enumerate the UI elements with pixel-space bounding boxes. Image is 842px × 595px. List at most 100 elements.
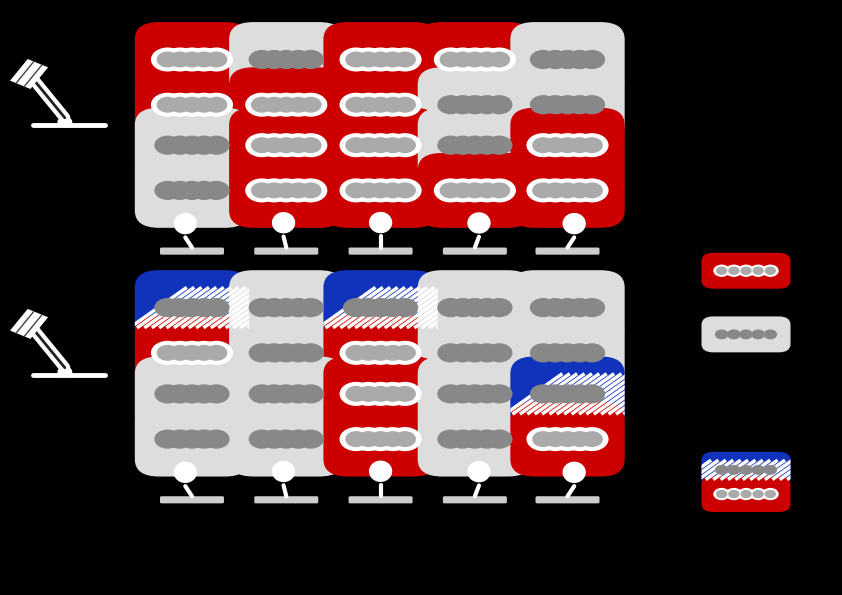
Circle shape (382, 138, 403, 152)
Circle shape (382, 432, 403, 446)
FancyBboxPatch shape (510, 402, 625, 477)
Circle shape (376, 428, 408, 450)
FancyBboxPatch shape (229, 270, 344, 345)
Circle shape (533, 183, 553, 198)
Circle shape (346, 346, 366, 360)
Circle shape (582, 183, 602, 198)
Circle shape (182, 52, 202, 67)
Circle shape (264, 183, 285, 198)
Circle shape (545, 138, 566, 152)
Circle shape (487, 344, 512, 362)
FancyBboxPatch shape (254, 496, 318, 503)
Circle shape (530, 344, 556, 362)
Circle shape (370, 432, 391, 446)
Circle shape (301, 138, 321, 152)
Circle shape (765, 465, 776, 474)
Circle shape (274, 51, 299, 68)
Circle shape (438, 299, 463, 317)
Circle shape (58, 367, 72, 377)
Circle shape (483, 179, 515, 202)
Circle shape (370, 387, 391, 401)
Circle shape (262, 299, 287, 317)
Circle shape (340, 428, 372, 450)
Circle shape (340, 134, 372, 156)
Circle shape (179, 299, 205, 317)
Circle shape (450, 136, 476, 154)
FancyBboxPatch shape (135, 270, 249, 345)
Circle shape (389, 93, 421, 116)
Circle shape (389, 342, 421, 364)
Circle shape (438, 96, 463, 114)
Circle shape (179, 385, 205, 403)
Circle shape (487, 385, 512, 403)
Circle shape (376, 134, 408, 156)
Circle shape (274, 385, 299, 403)
FancyBboxPatch shape (510, 22, 625, 97)
Circle shape (376, 342, 408, 364)
Circle shape (301, 98, 321, 112)
Circle shape (438, 430, 463, 448)
Circle shape (740, 330, 752, 339)
Circle shape (288, 183, 309, 198)
Circle shape (157, 52, 178, 67)
Circle shape (282, 93, 314, 116)
Circle shape (353, 179, 385, 202)
Circle shape (382, 387, 403, 401)
Circle shape (389, 179, 421, 202)
Circle shape (543, 96, 568, 114)
Circle shape (157, 346, 178, 360)
Circle shape (474, 96, 499, 114)
Circle shape (582, 432, 602, 446)
Circle shape (487, 430, 512, 448)
Circle shape (200, 93, 232, 116)
Circle shape (552, 428, 584, 450)
Circle shape (365, 428, 397, 450)
Circle shape (483, 48, 515, 71)
Circle shape (365, 383, 397, 405)
Circle shape (191, 181, 216, 199)
FancyBboxPatch shape (323, 402, 438, 477)
Circle shape (555, 385, 580, 403)
Circle shape (717, 490, 727, 497)
Circle shape (358, 387, 379, 401)
Circle shape (462, 385, 488, 403)
Circle shape (353, 342, 385, 364)
Circle shape (752, 330, 765, 339)
Circle shape (204, 430, 229, 448)
Circle shape (365, 134, 397, 156)
Circle shape (155, 299, 180, 317)
Circle shape (462, 96, 488, 114)
Circle shape (262, 430, 287, 448)
Circle shape (450, 96, 476, 114)
Circle shape (530, 96, 556, 114)
Circle shape (754, 267, 763, 274)
FancyBboxPatch shape (349, 496, 413, 503)
Circle shape (285, 51, 311, 68)
Circle shape (152, 93, 184, 116)
Circle shape (438, 344, 463, 362)
Circle shape (282, 179, 314, 202)
Circle shape (450, 430, 476, 448)
FancyBboxPatch shape (229, 402, 344, 477)
Circle shape (763, 265, 778, 276)
Circle shape (353, 428, 385, 450)
Circle shape (270, 134, 302, 156)
Polygon shape (273, 462, 295, 481)
Circle shape (545, 432, 566, 446)
Circle shape (376, 383, 408, 405)
Circle shape (552, 134, 584, 156)
Polygon shape (273, 213, 295, 233)
Circle shape (450, 299, 476, 317)
Circle shape (567, 51, 592, 68)
Circle shape (462, 430, 488, 448)
Circle shape (252, 183, 272, 198)
Circle shape (285, 430, 311, 448)
Circle shape (252, 138, 272, 152)
Circle shape (169, 98, 190, 112)
Circle shape (459, 48, 491, 71)
FancyBboxPatch shape (418, 22, 532, 97)
Circle shape (714, 488, 729, 499)
Polygon shape (468, 213, 490, 233)
Circle shape (717, 267, 727, 274)
Circle shape (465, 183, 485, 198)
